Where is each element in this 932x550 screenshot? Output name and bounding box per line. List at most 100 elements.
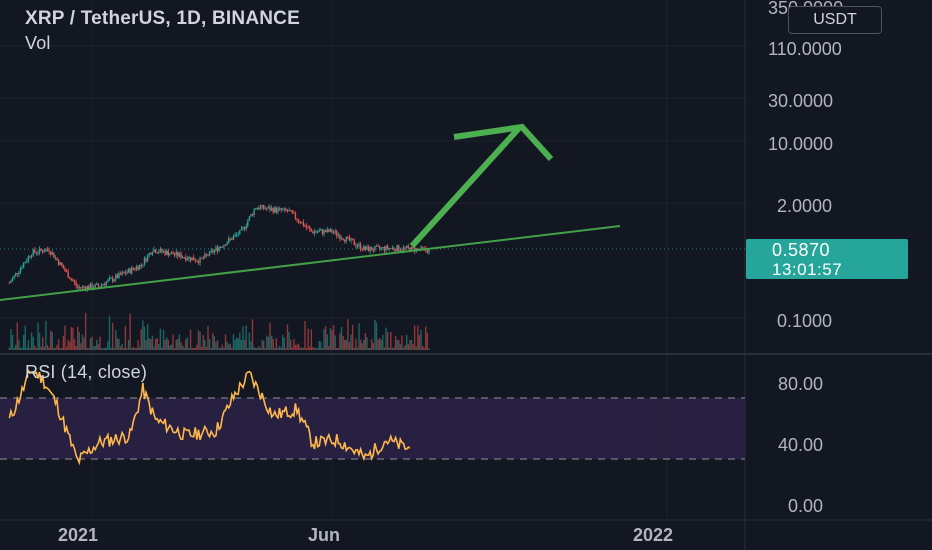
candle-body xyxy=(385,245,387,251)
candle-body xyxy=(280,208,282,211)
volume-bar xyxy=(54,347,57,350)
candle-body xyxy=(231,238,233,240)
volume-bar xyxy=(164,339,166,350)
candle-body xyxy=(366,246,368,250)
volume-bar xyxy=(178,334,181,350)
volume-bar xyxy=(67,339,69,350)
volume-bar xyxy=(367,347,370,350)
volume-bar xyxy=(104,347,106,350)
volume-bar xyxy=(53,347,55,350)
candle-body xyxy=(342,238,344,241)
candle-body xyxy=(118,273,120,278)
volume-bar xyxy=(80,343,82,350)
candle-body xyxy=(97,283,100,287)
volume-bar xyxy=(304,320,306,350)
volume-bar xyxy=(247,347,249,350)
volume-bar xyxy=(302,347,305,350)
candle-body xyxy=(239,229,241,235)
volume-bar xyxy=(283,337,286,350)
volume-bar xyxy=(146,324,149,350)
candle-body xyxy=(364,246,367,250)
volume-bar xyxy=(258,346,260,350)
candle-body xyxy=(277,208,279,213)
volume-bar xyxy=(81,334,84,350)
volume-bar xyxy=(299,347,301,350)
arrow-drawing[interactable] xyxy=(409,123,554,249)
candle-body xyxy=(56,257,58,260)
volume-bar xyxy=(142,320,144,350)
candle-body xyxy=(315,231,317,233)
volume-bar xyxy=(409,339,411,350)
volume-bar xyxy=(310,329,313,350)
volume-bar xyxy=(282,334,284,350)
volume-bar xyxy=(293,339,295,350)
volume-bar xyxy=(175,339,177,350)
volume-bar xyxy=(399,344,402,350)
volume-bar xyxy=(269,322,271,350)
volume-bar xyxy=(358,323,360,350)
candle-body xyxy=(177,251,179,257)
candle-body xyxy=(185,257,187,261)
candle-body xyxy=(84,287,87,290)
volume-bar xyxy=(369,347,371,350)
volume-bar xyxy=(350,334,352,350)
candle-body xyxy=(344,240,346,242)
volume-bar xyxy=(102,347,104,350)
candle-body xyxy=(13,275,15,278)
volume-bar xyxy=(19,347,22,350)
volume-bar xyxy=(417,325,419,350)
volume-bar xyxy=(170,344,173,350)
candle-body xyxy=(247,220,249,226)
candle-body xyxy=(126,272,128,274)
candle-body xyxy=(363,246,365,250)
volume-bar xyxy=(262,340,265,350)
currency-button[interactable]: USDT xyxy=(788,6,882,34)
volume-bar xyxy=(285,347,287,350)
volume-bar xyxy=(407,344,409,350)
trendline-drawing[interactable] xyxy=(0,225,621,301)
candle-body xyxy=(412,246,414,248)
volume-bar xyxy=(288,331,290,350)
candle-body xyxy=(390,248,392,250)
volume-bar xyxy=(388,347,390,350)
volume-bar xyxy=(226,341,228,350)
volume-bar xyxy=(99,336,101,350)
volume-bar xyxy=(73,339,76,350)
volume-bar xyxy=(377,339,379,350)
volume-bar xyxy=(235,337,238,350)
volume-bar xyxy=(24,325,26,350)
rsi-legend[interactable]: RSI (14, close) xyxy=(25,362,148,382)
volume-bar xyxy=(340,327,343,350)
candle-body xyxy=(226,242,228,246)
candle-body xyxy=(409,247,411,252)
volume-bar xyxy=(132,347,135,350)
price-axis[interactable]: 350.0000 110.0000 30.0000 10.0000 2.0000… xyxy=(768,0,843,331)
rsi-axis[interactable]: 80.00 40.00 0.00 xyxy=(778,374,823,516)
candle-body xyxy=(200,257,203,259)
volume-bar xyxy=(124,325,127,350)
volume-bar xyxy=(135,347,138,350)
candle-body xyxy=(67,271,69,278)
candle-body xyxy=(132,267,135,269)
volume-bar xyxy=(412,344,414,350)
volume-bar xyxy=(42,336,44,350)
candle-body xyxy=(134,268,136,270)
volume-bar xyxy=(84,312,87,350)
candle-body xyxy=(296,218,298,221)
candle-body xyxy=(15,273,17,276)
symbol-legend[interactable]: XRP / TetherUS, 1D, BINANCE xyxy=(25,8,300,29)
volume-bar xyxy=(162,329,165,350)
volume-bar xyxy=(83,337,85,350)
volume-bar xyxy=(356,347,359,350)
volume-bar xyxy=(344,339,346,350)
volume-bar xyxy=(100,347,103,350)
time-axis[interactable]: 2021 Jun 2022 xyxy=(58,525,673,545)
candle-body xyxy=(227,238,230,243)
volume-bar xyxy=(40,346,42,350)
candle-body xyxy=(258,207,260,210)
candle-body xyxy=(172,252,174,255)
volume-legend[interactable]: Vol xyxy=(25,33,51,53)
volume-bar xyxy=(321,347,324,350)
candle-body xyxy=(353,240,355,245)
